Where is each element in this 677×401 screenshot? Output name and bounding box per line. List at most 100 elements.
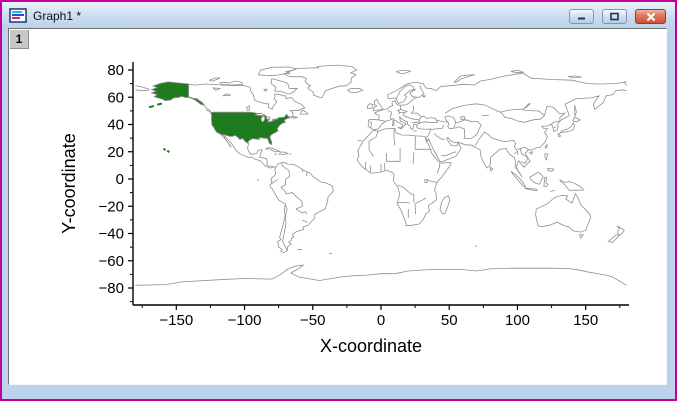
coastline bbox=[264, 146, 281, 153]
country-border bbox=[436, 163, 441, 174]
usa-islands bbox=[148, 105, 155, 109]
lake bbox=[267, 120, 274, 123]
y-tick-label: −20 bbox=[99, 198, 124, 215]
country-border bbox=[306, 171, 308, 176]
coastline bbox=[547, 168, 555, 172]
close-icon bbox=[646, 12, 655, 21]
coastline bbox=[574, 105, 577, 117]
y-tick-label: −40 bbox=[99, 226, 124, 243]
coastline bbox=[373, 115, 417, 131]
country-border bbox=[412, 121, 420, 124]
country-border bbox=[397, 184, 415, 203]
country-border bbox=[430, 124, 445, 131]
close-button[interactable] bbox=[635, 9, 666, 24]
alaska-highlight-region[interactable] bbox=[150, 81, 205, 106]
coastline bbox=[372, 98, 384, 112]
lake bbox=[260, 115, 266, 123]
coastline bbox=[269, 161, 334, 254]
coastline bbox=[453, 74, 475, 83]
y-tick-label: −80 bbox=[99, 280, 124, 297]
country-border bbox=[271, 178, 279, 184]
coastline bbox=[616, 225, 625, 236]
coastline bbox=[188, 83, 306, 119]
country-border bbox=[295, 208, 308, 215]
coastline bbox=[263, 88, 268, 93]
lake bbox=[418, 115, 439, 124]
coastline bbox=[220, 134, 276, 169]
country-border bbox=[412, 152, 415, 165]
country-border bbox=[514, 150, 519, 156]
coastline bbox=[220, 134, 232, 148]
coastline bbox=[367, 103, 374, 110]
coastline bbox=[557, 133, 562, 137]
coastline bbox=[392, 122, 395, 126]
window-title: Graph1 * bbox=[33, 8, 82, 23]
lake bbox=[421, 95, 427, 98]
coastline bbox=[544, 153, 549, 161]
usa-highlight-region[interactable] bbox=[210, 111, 291, 146]
minimize-icon bbox=[578, 17, 585, 20]
country-border bbox=[427, 180, 437, 183]
axes: −150 −100 −50 0 50 100 150 −80 −60 −40 −20 0 20 40 60 8… bbox=[59, 62, 629, 356]
x-tick-label: 150 bbox=[573, 312, 598, 329]
country-border bbox=[285, 192, 303, 210]
lake bbox=[522, 103, 531, 110]
country-border bbox=[369, 121, 372, 129]
country-border bbox=[408, 84, 415, 90]
country-border bbox=[550, 121, 560, 125]
coastline bbox=[395, 69, 412, 74]
y-tick-label: 0 bbox=[116, 171, 124, 188]
country-border bbox=[418, 84, 425, 98]
minimize-button[interactable] bbox=[569, 9, 594, 24]
y-tick-label: 60 bbox=[107, 89, 124, 106]
lake bbox=[460, 116, 466, 120]
coastline bbox=[208, 77, 221, 82]
country-border bbox=[544, 105, 566, 122]
country-border bbox=[386, 147, 401, 162]
lake bbox=[246, 104, 250, 111]
graph-page[interactable]: 1 −150 −100 −50 0 50 100 150 −80 −60 −40 −20 0 20 40 6… bbox=[8, 28, 667, 385]
coastline bbox=[567, 75, 582, 79]
country-border bbox=[397, 109, 408, 114]
country-border bbox=[396, 84, 410, 99]
coastline bbox=[572, 116, 581, 123]
country-border bbox=[397, 202, 410, 204]
coastline bbox=[270, 78, 299, 95]
coastline bbox=[205, 109, 213, 114]
coastline bbox=[347, 87, 364, 94]
country-border bbox=[435, 119, 448, 123]
coastline bbox=[135, 85, 150, 92]
coastline bbox=[550, 190, 555, 192]
country-border bbox=[519, 148, 529, 164]
coastline bbox=[416, 89, 627, 178]
country-border bbox=[368, 131, 379, 142]
country-border bbox=[368, 141, 374, 157]
country-border bbox=[301, 169, 304, 173]
window-titlebar[interactable]: Graph1 * bbox=[2, 2, 675, 29]
usa-islands bbox=[156, 102, 163, 106]
coastline bbox=[543, 176, 549, 187]
country-border bbox=[553, 126, 557, 128]
country-border bbox=[280, 162, 291, 194]
coastline bbox=[544, 143, 548, 150]
restore-button[interactable] bbox=[602, 9, 627, 24]
coastline bbox=[274, 153, 277, 155]
country-border bbox=[452, 119, 482, 130]
coastline bbox=[510, 171, 527, 189]
country-border bbox=[387, 110, 392, 120]
country-border bbox=[369, 165, 372, 173]
coastline bbox=[356, 127, 452, 227]
y-tick-label: 80 bbox=[107, 62, 124, 79]
coastline bbox=[282, 64, 358, 98]
x-tick-label: −150 bbox=[159, 312, 193, 329]
x-tick-label: −50 bbox=[300, 312, 325, 329]
country-border bbox=[474, 131, 529, 151]
country-border bbox=[393, 128, 396, 146]
lake bbox=[222, 93, 232, 97]
map-plot-canvas[interactable]: −150 −100 −50 0 50 100 150 −80 −60 −40 −20 0 20 40 60 8… bbox=[9, 29, 664, 382]
lake bbox=[444, 115, 457, 130]
coastline bbox=[392, 120, 395, 124]
y-tick-label: 20 bbox=[107, 144, 124, 161]
layer-1-button[interactable]: 1 bbox=[10, 30, 29, 49]
country-border bbox=[440, 151, 457, 157]
